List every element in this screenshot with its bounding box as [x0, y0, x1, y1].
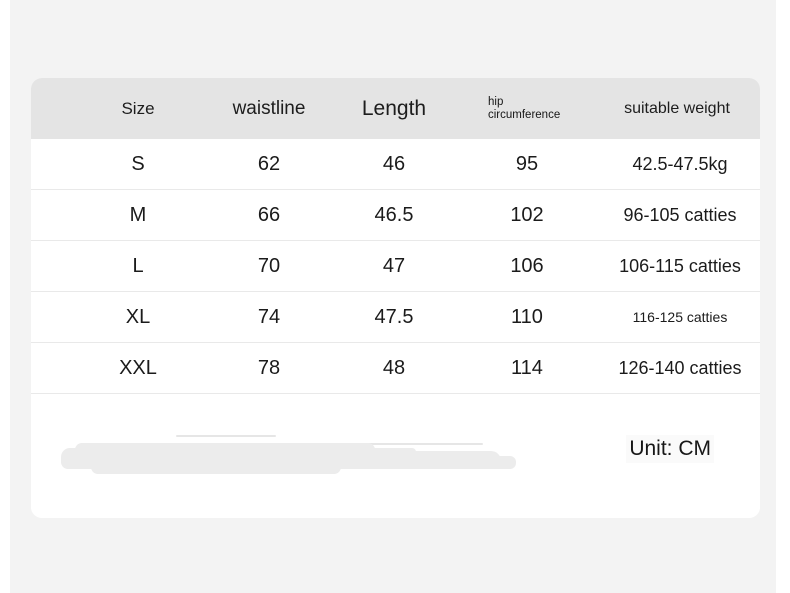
table-header-row: Size waistline Length hip circumference … — [31, 78, 760, 139]
cell-size: L — [132, 254, 144, 277]
size-chart-card: Size waistline Length hip circumference … — [31, 78, 760, 518]
cell-weight: 42.5-47.5kg — [632, 153, 728, 174]
cell-weight: 116-125 catties — [632, 309, 728, 325]
cell-waistline: 62 — [257, 152, 281, 175]
table-row: M 66 46.5 102 96-105 catties — [31, 190, 760, 241]
column-header-hip-stack: hip circumference — [488, 96, 560, 122]
unit-label: Unit: CM — [626, 435, 714, 463]
column-header-waistline: waistline — [199, 78, 339, 139]
cell-hip: 95 — [515, 152, 539, 175]
cell-waistline: 78 — [257, 356, 281, 379]
cell-size: XL — [125, 305, 151, 328]
column-header-size-label: Size — [121, 98, 155, 118]
redaction-mark — [91, 460, 341, 474]
cell-hip: 106 — [510, 254, 544, 277]
column-header-size: Size — [77, 78, 199, 139]
cell-waistline: 70 — [257, 254, 281, 277]
redaction-mark — [371, 456, 516, 469]
table-row: XL 74 47.5 110 116-125 catties — [31, 292, 760, 343]
table-row: L 70 47 106 106-115 catties — [31, 241, 760, 292]
column-header-length: Length — [331, 78, 457, 139]
column-header-waistline-label: waistline — [232, 97, 306, 119]
table-row: XXL 78 48 114 126-140 catties — [31, 343, 760, 394]
cell-size: M — [129, 203, 147, 226]
column-header-hip-line1: hip — [488, 95, 504, 108]
cell-waistline: 66 — [257, 203, 281, 226]
cell-size: S — [131, 152, 145, 175]
cell-weight: 96-105 catties — [623, 204, 737, 225]
cell-length: 47 — [382, 254, 406, 277]
cell-hip: 110 — [511, 305, 543, 328]
column-header-length-label: Length — [361, 96, 427, 120]
cell-length: 47.5 — [374, 305, 414, 328]
table-row: S 62 46 95 42.5-47.5kg — [31, 139, 760, 190]
cell-length: 46 — [382, 152, 406, 175]
column-header-hip-circumference: hip circumference — [457, 78, 597, 139]
column-header-suitable-weight-label: suitable weight — [624, 99, 730, 117]
cell-hip: 114 — [511, 356, 543, 379]
cell-weight: 106-115 catties — [619, 255, 741, 276]
redaction-line — [333, 443, 483, 445]
cell-hip: 102 — [510, 203, 544, 226]
cell-size: XXL — [119, 356, 157, 379]
cell-length: 46.5 — [374, 203, 414, 226]
cell-length: 48 — [382, 356, 406, 379]
column-header-hip-line2: circumference — [488, 108, 561, 121]
redaction-line — [176, 435, 276, 437]
cell-weight: 126-140 catties — [618, 357, 742, 378]
cell-waistline: 74 — [257, 305, 281, 328]
column-header-suitable-weight: suitable weight — [597, 78, 757, 139]
table-footer: Unit: CM — [31, 394, 760, 518]
